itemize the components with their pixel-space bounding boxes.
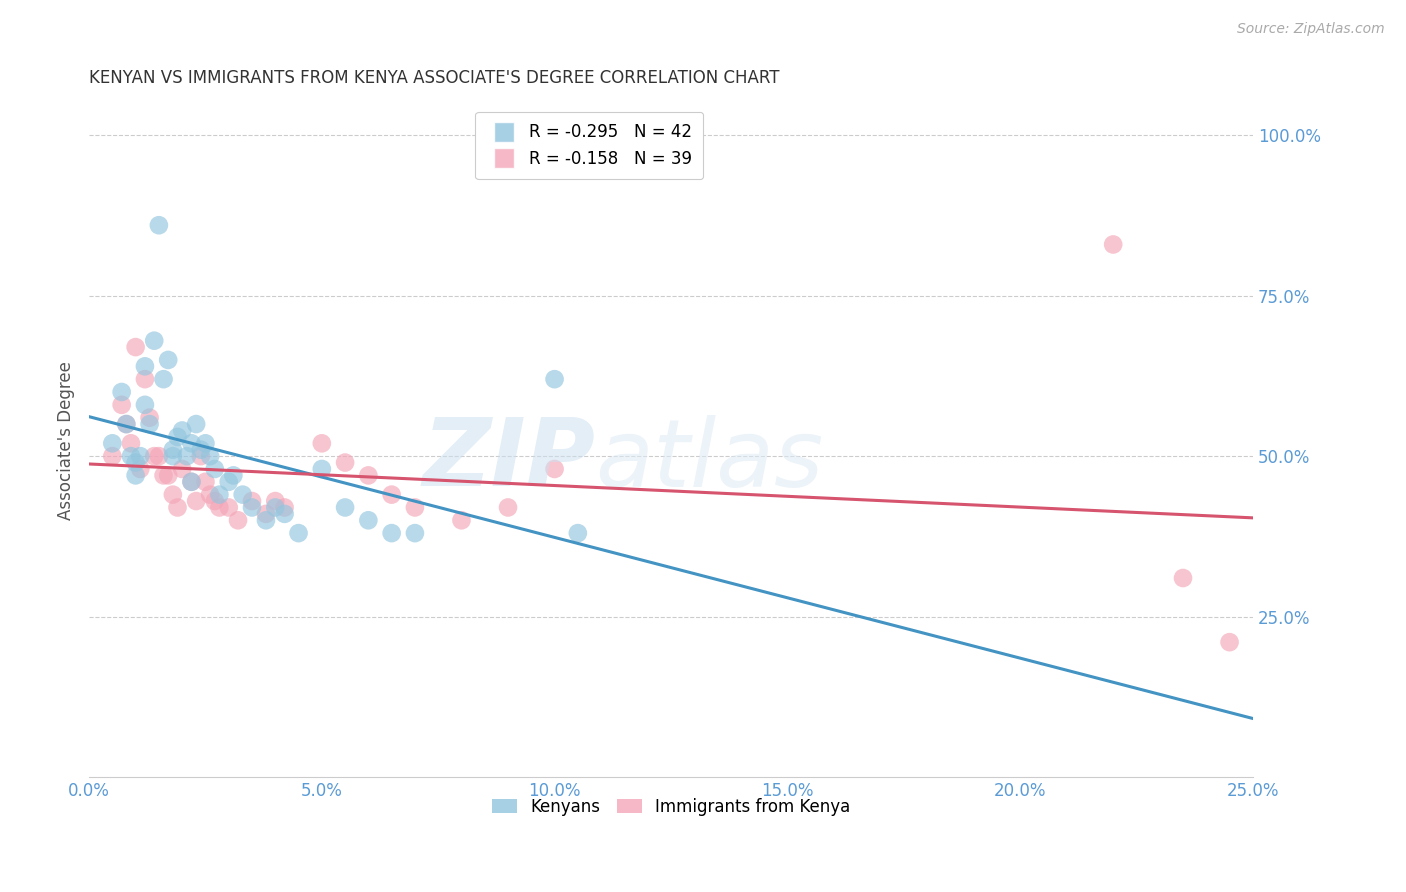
Point: [273, 500, 295, 515]
Point: [176, 449, 198, 463]
Point: [172, 462, 194, 476]
Point: [204, 494, 226, 508]
Point: [311, 462, 333, 476]
Point: [180, 475, 202, 489]
Point: [148, 218, 170, 232]
Point: [254, 507, 277, 521]
Point: [166, 430, 188, 444]
Point: [381, 526, 404, 541]
Point: [180, 475, 202, 489]
Point: [333, 456, 356, 470]
Point: [240, 500, 263, 515]
Point: [115, 417, 138, 431]
Point: [124, 468, 146, 483]
Point: [232, 488, 254, 502]
Point: [208, 488, 231, 502]
Point: [254, 513, 277, 527]
Point: [543, 372, 565, 386]
Point: [287, 526, 309, 541]
Point: [124, 456, 146, 470]
Point: [143, 449, 166, 463]
Y-axis label: Associate's Degree: Associate's Degree: [58, 360, 75, 519]
Point: [143, 334, 166, 348]
Point: [129, 449, 152, 463]
Point: [190, 449, 212, 463]
Point: [264, 500, 287, 515]
Point: [152, 372, 174, 386]
Point: [138, 410, 160, 425]
Point: [311, 436, 333, 450]
Point: [357, 468, 380, 483]
Point: [264, 494, 287, 508]
Point: [543, 462, 565, 476]
Point: [111, 398, 134, 412]
Point: [218, 500, 240, 515]
Point: [115, 417, 138, 431]
Point: [180, 436, 202, 450]
Point: [226, 513, 249, 527]
Point: [172, 424, 194, 438]
Point: [218, 475, 240, 489]
Point: [198, 488, 221, 502]
Point: [273, 507, 295, 521]
Point: [496, 500, 519, 515]
Point: [404, 500, 426, 515]
Point: [120, 436, 142, 450]
Point: [184, 494, 207, 508]
Point: [134, 372, 156, 386]
Point: [111, 384, 134, 399]
Point: [567, 526, 589, 541]
Point: [138, 417, 160, 431]
Legend: Kenyans, Immigrants from Kenya: Kenyans, Immigrants from Kenya: [485, 791, 856, 822]
Text: KENYAN VS IMMIGRANTS FROM KENYA ASSOCIATE'S DEGREE CORRELATION CHART: KENYAN VS IMMIGRANTS FROM KENYA ASSOCIAT…: [89, 69, 779, 87]
Point: [120, 449, 142, 463]
Text: atlas: atlas: [595, 415, 824, 506]
Point: [333, 500, 356, 515]
Point: [134, 398, 156, 412]
Point: [204, 462, 226, 476]
Point: [148, 449, 170, 463]
Point: [190, 442, 212, 457]
Point: [101, 436, 124, 450]
Point: [208, 500, 231, 515]
Point: [162, 442, 184, 457]
Point: [222, 468, 245, 483]
Point: [450, 513, 472, 527]
Point: [194, 436, 217, 450]
Point: [194, 475, 217, 489]
Point: [357, 513, 380, 527]
Point: [1219, 635, 1241, 649]
Point: [404, 526, 426, 541]
Point: [157, 468, 180, 483]
Point: [162, 488, 184, 502]
Point: [152, 468, 174, 483]
Point: [1171, 571, 1194, 585]
Point: [1102, 237, 1125, 252]
Point: [162, 449, 184, 463]
Point: [184, 417, 207, 431]
Point: [157, 353, 180, 368]
Text: ZIP: ZIP: [422, 414, 595, 507]
Point: [381, 488, 404, 502]
Point: [240, 494, 263, 508]
Point: [166, 500, 188, 515]
Point: [198, 449, 221, 463]
Text: Source: ZipAtlas.com: Source: ZipAtlas.com: [1237, 22, 1385, 37]
Point: [124, 340, 146, 354]
Point: [134, 359, 156, 374]
Point: [101, 449, 124, 463]
Point: [129, 462, 152, 476]
